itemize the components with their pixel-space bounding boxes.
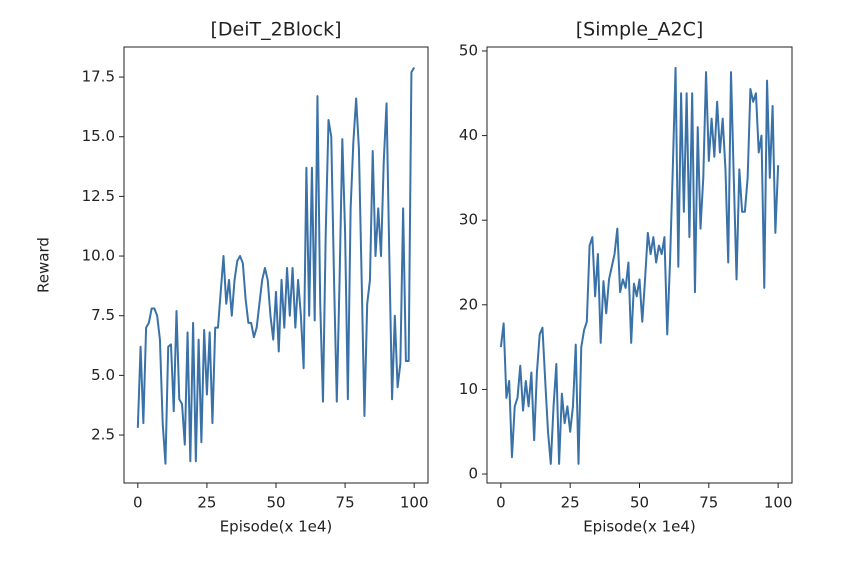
y-tick-label: 7.5 [91, 306, 115, 324]
x-tick-label: 0 [496, 494, 506, 512]
chart-title: [DeiT_2Block] [210, 19, 341, 41]
x-tick-label: 75 [699, 494, 718, 512]
y-tick-label: 17.5 [82, 68, 115, 86]
x-tick-label: 25 [561, 494, 580, 512]
chart-title: [Simple_A2C] [576, 19, 704, 41]
y-tick-label: 15.0 [82, 127, 115, 145]
x-tick-label: 100 [764, 494, 793, 512]
x-tick-label: 25 [197, 494, 216, 512]
y-tick-label: 10.0 [82, 247, 115, 265]
y-tick-label: 40 [459, 126, 478, 144]
y-tick-label: 50 [459, 41, 478, 59]
y-tick-label: 30 [459, 211, 478, 229]
y-tick-label: 12.5 [82, 187, 115, 205]
x-tick-label: 50 [630, 494, 649, 512]
x-tick-label: 50 [266, 494, 285, 512]
data-line [136, 67, 416, 465]
x-axis-label: Episode(x 1e4) [583, 518, 696, 536]
x-axis-label: Episode(x 1e4) [220, 518, 333, 536]
x-tick-label: 0 [133, 494, 143, 512]
y-tick-label: 10 [459, 380, 478, 398]
y-axis-label: Reward [35, 237, 53, 293]
y-tick-label: 0 [468, 465, 478, 483]
x-tick-label: 100 [400, 494, 429, 512]
y-tick-label: 5.0 [91, 366, 115, 384]
data-line [499, 66, 780, 465]
y-tick-label: 20 [459, 295, 478, 313]
x-tick-label: 75 [336, 494, 355, 512]
y-tick-label: 2.5 [91, 426, 115, 444]
